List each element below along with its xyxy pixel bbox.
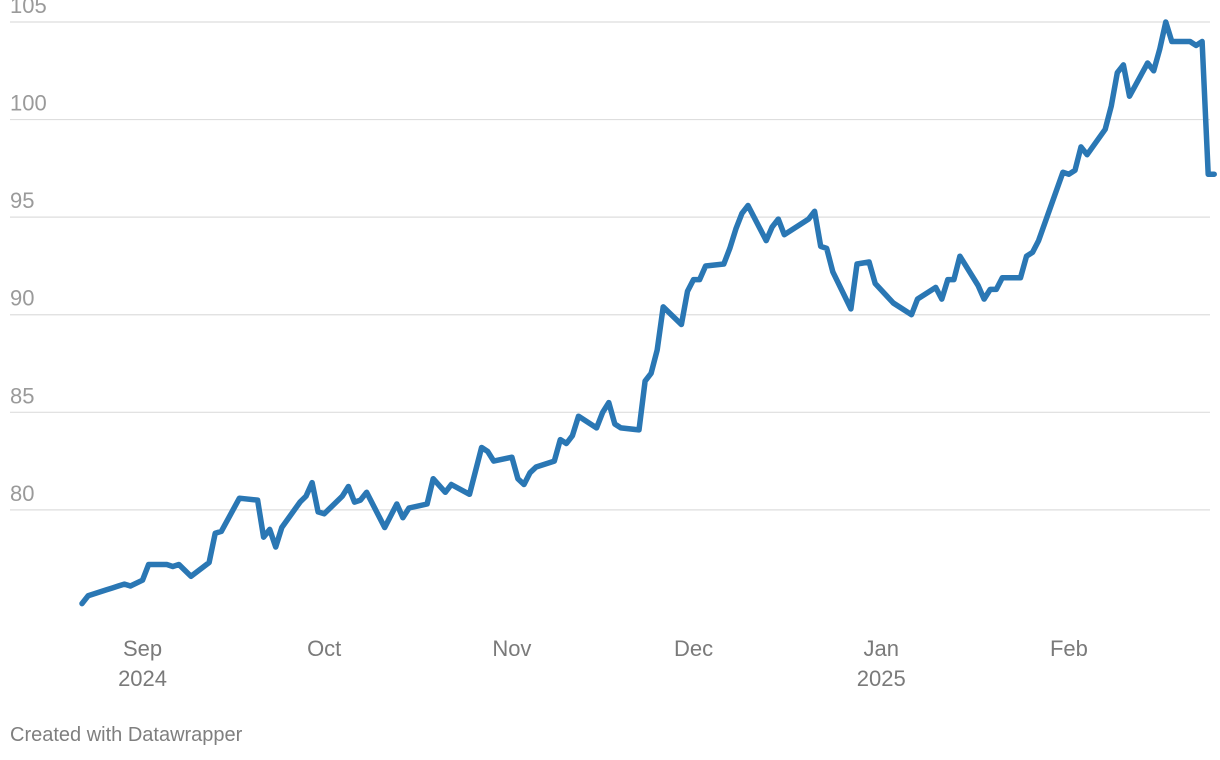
- y-tick-label: 105: [10, 0, 47, 18]
- datawrapper-credit: Created with Datawrapper: [10, 724, 243, 746]
- x-tick-year-label: 2024: [118, 666, 167, 691]
- x-tick-label: Dec: [674, 636, 713, 661]
- series-layer: [79, 19, 1217, 607]
- series-line: [79, 19, 1217, 607]
- y-tick-label: 85: [10, 383, 34, 408]
- x-tick-label: Feb: [1050, 636, 1088, 661]
- y-tick-label: 95: [10, 188, 34, 213]
- x-tick-year-label: 2025: [857, 666, 906, 691]
- y-axis-tick-labels: 80 85 90 95 100 105: [10, 0, 47, 506]
- y-gridlines: [10, 21, 1210, 511]
- x-tick-label: Jan: [863, 636, 898, 661]
- x-tick-label: Sep: [123, 636, 162, 661]
- y-tick-label: 80: [10, 481, 34, 506]
- x-axis-tick-labels: Sep 2024 Oct Nov Dec Jan 2025 Feb: [118, 636, 1088, 691]
- x-tick-label: Oct: [307, 636, 341, 661]
- y-tick-label: 100: [10, 91, 47, 116]
- y-tick-label: 90: [10, 286, 34, 311]
- x-tick-label: Nov: [492, 636, 531, 661]
